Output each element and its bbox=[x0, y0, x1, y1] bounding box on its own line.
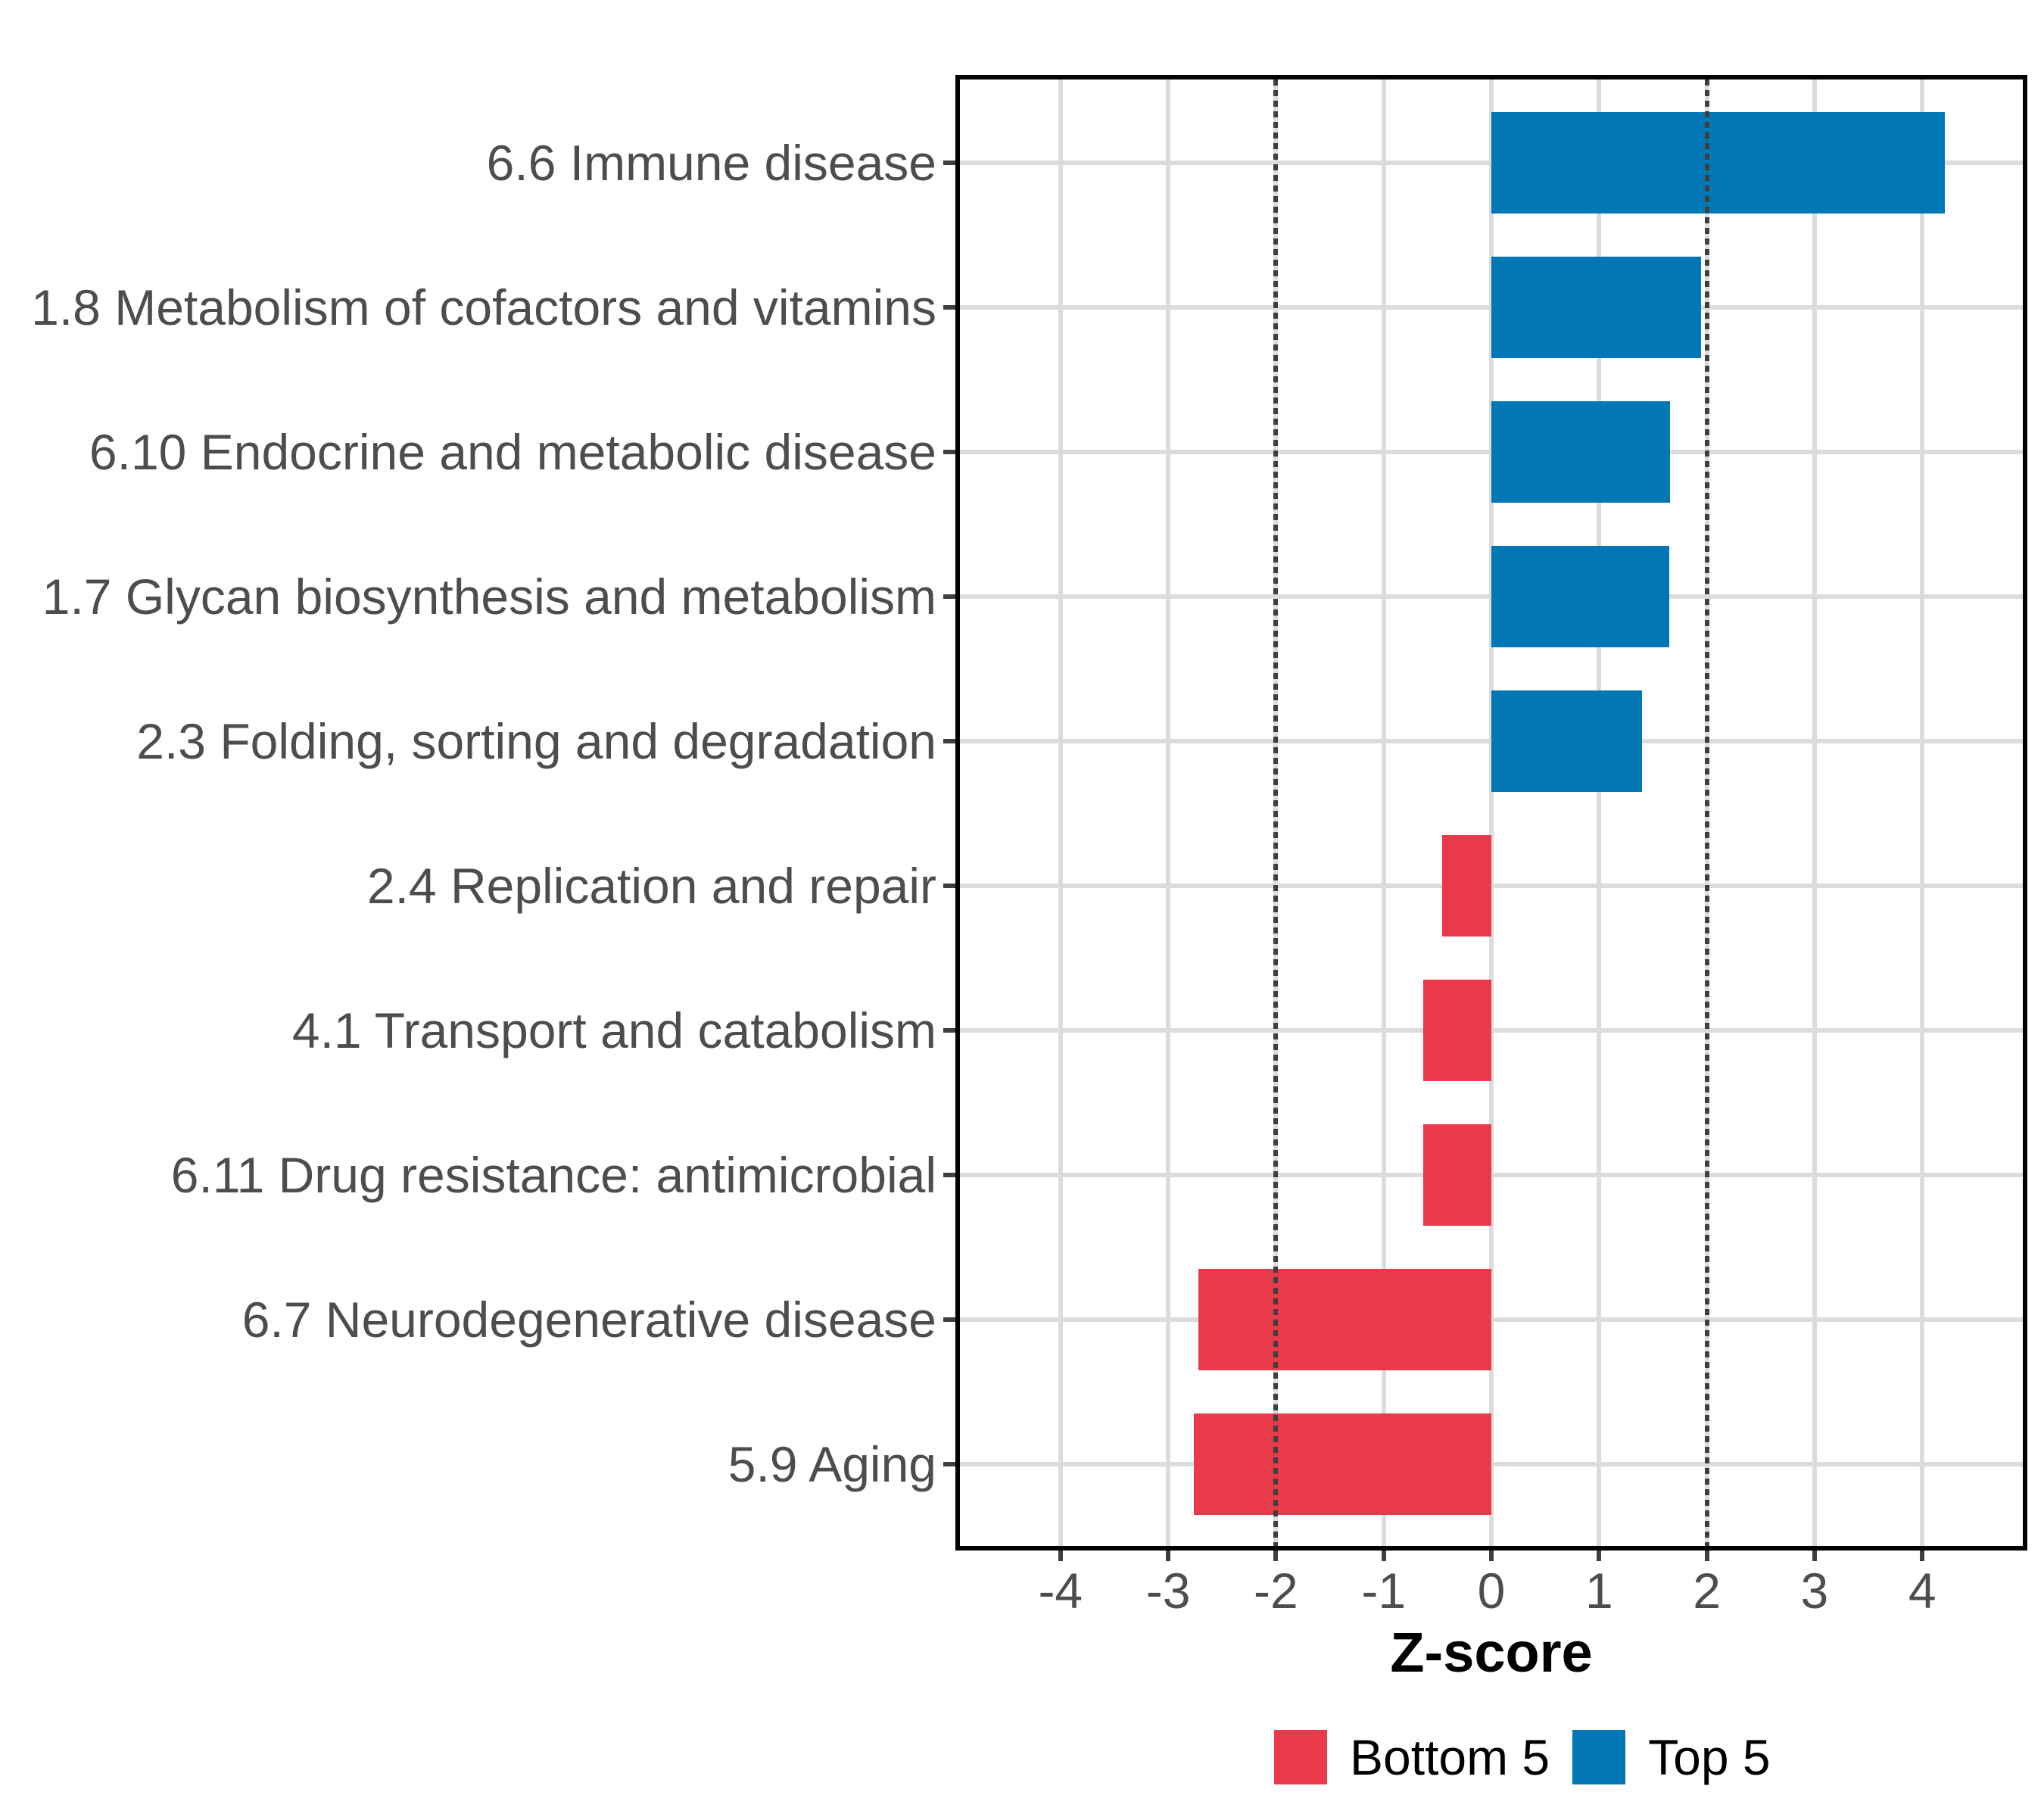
y-axis-label: 6.6 Immune disease bbox=[486, 135, 936, 191]
y-gridline bbox=[960, 1028, 2023, 1033]
y-gridline bbox=[960, 1317, 2023, 1322]
legend-label-bottom5: Bottom 5 bbox=[1350, 1729, 1550, 1785]
x-axis-tick bbox=[1273, 1551, 1279, 1561]
y-axis-tick bbox=[943, 305, 955, 310]
x-axis-title: Z-score bbox=[1390, 1621, 1593, 1684]
legend-swatch-bottom5 bbox=[1274, 1730, 1327, 1784]
x-gridline bbox=[1489, 79, 1494, 1546]
bar-top5 bbox=[1491, 690, 1643, 792]
y-axis-tick bbox=[943, 450, 955, 454]
x-gridline bbox=[1812, 79, 1817, 1546]
x-axis-tick-label: 4 bbox=[1908, 1563, 1937, 1619]
bar-bottom5 bbox=[1198, 1269, 1491, 1370]
y-gridline bbox=[960, 1173, 2023, 1177]
bar-top5 bbox=[1491, 546, 1669, 647]
x-gridline bbox=[1920, 79, 1925, 1546]
x-axis-tick-label: 0 bbox=[1477, 1563, 1506, 1619]
legend-swatch-top5 bbox=[1572, 1730, 1626, 1784]
legend: Bottom 5 Top 5 bbox=[1274, 1730, 1771, 1784]
x-axis-tick-label: -3 bbox=[1145, 1563, 1191, 1619]
reference-line bbox=[1704, 79, 1709, 1546]
y-gridline bbox=[960, 1462, 2023, 1466]
y-axis-label: 1.7 Glycan biosynthesis and metabolism bbox=[42, 569, 936, 625]
plot-panel bbox=[955, 75, 2027, 1551]
y-axis-label: 4.1 Transport and catabolism bbox=[291, 1002, 936, 1058]
y-axis-label: 6.7 Neurodegenerative disease bbox=[241, 1292, 936, 1348]
x-axis-tick bbox=[1381, 1551, 1386, 1561]
bar-bottom5 bbox=[1194, 1413, 1491, 1515]
x-axis-tick bbox=[1597, 1551, 1602, 1561]
x-axis-tick bbox=[1812, 1551, 1817, 1561]
x-axis-tick-label: 3 bbox=[1800, 1563, 1829, 1619]
x-axis-tick bbox=[1166, 1551, 1171, 1561]
y-gridline bbox=[960, 884, 2023, 888]
reference-line bbox=[1273, 79, 1279, 1546]
x-gridline bbox=[1058, 79, 1063, 1546]
x-axis-tick-label: 1 bbox=[1584, 1563, 1613, 1619]
x-axis-tick-label: -1 bbox=[1361, 1563, 1407, 1619]
y-axis-tick bbox=[943, 594, 955, 599]
x-axis-tick bbox=[1058, 1551, 1063, 1561]
x-axis-tick-label: 2 bbox=[1693, 1563, 1721, 1619]
y-axis-tick bbox=[943, 1462, 955, 1466]
y-axis-label: 1.8 Metabolism of cofactors and vitamins bbox=[31, 279, 936, 335]
y-axis-tick bbox=[943, 1173, 955, 1177]
y-axis-label: 6.11 Drug resistance: antimicrobial bbox=[170, 1147, 936, 1203]
bar-top5 bbox=[1491, 401, 1671, 503]
bar-bottom5 bbox=[1423, 980, 1491, 1081]
y-axis-label: 6.10 Endocrine and metabolic disease bbox=[89, 424, 936, 480]
legend-label-top5: Top 5 bbox=[1648, 1729, 1771, 1785]
x-axis-tick bbox=[1920, 1551, 1925, 1561]
x-gridline bbox=[1381, 79, 1386, 1546]
y-axis-tick bbox=[943, 161, 955, 165]
x-axis-tick-label: -2 bbox=[1254, 1563, 1298, 1619]
y-axis-tick bbox=[943, 1028, 955, 1033]
x-gridline bbox=[1597, 79, 1602, 1546]
y-axis-label: 2.3 Folding, sorting and degradation bbox=[136, 713, 936, 769]
bar-bottom5 bbox=[1441, 835, 1491, 937]
y-axis-tick bbox=[943, 739, 955, 743]
x-axis-tick bbox=[1489, 1551, 1494, 1561]
bar-top5 bbox=[1491, 112, 1946, 213]
y-axis-label: 2.4 Replication and repair bbox=[366, 858, 936, 914]
x-axis-tick-label: -4 bbox=[1038, 1563, 1083, 1619]
y-axis-label: 5.9 Aging bbox=[728, 1436, 936, 1492]
y-axis-tick bbox=[943, 1317, 955, 1322]
y-axis-tick bbox=[943, 884, 955, 888]
x-gridline bbox=[1166, 79, 1171, 1546]
bar-top5 bbox=[1491, 257, 1702, 358]
bar-bottom5 bbox=[1423, 1124, 1491, 1226]
x-axis-tick bbox=[1704, 1551, 1709, 1561]
